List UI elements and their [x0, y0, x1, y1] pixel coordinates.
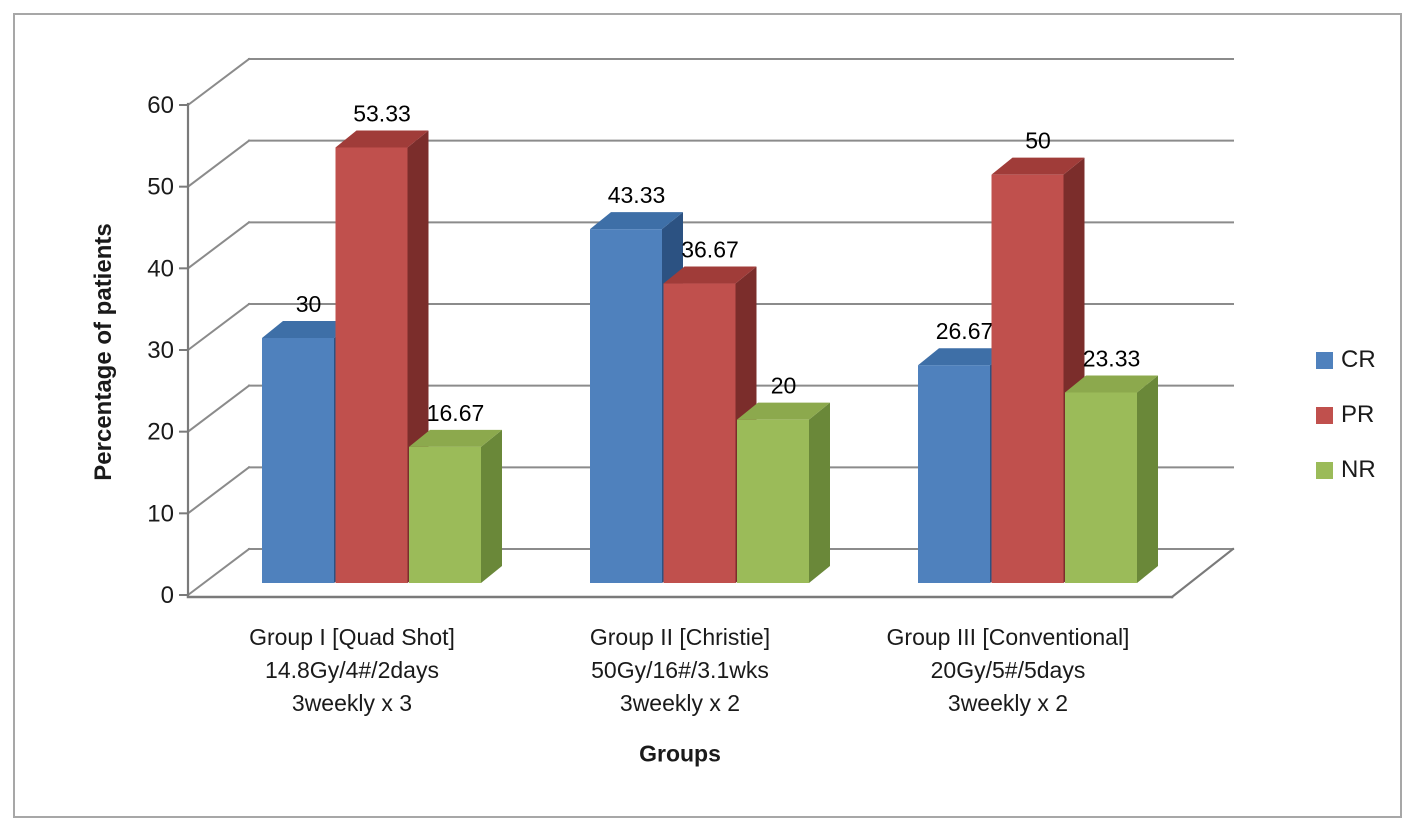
- bar-top-NR: [1065, 375, 1158, 393]
- bar-side-NR: [1137, 375, 1158, 583]
- x-category-label-line: 20Gy/5#/5days: [930, 657, 1086, 683]
- x-category-label: Group II [Christie] 50Gy/16#/3.1wks 3weekl…: [510, 621, 850, 720]
- bar-CR: [590, 229, 662, 583]
- y-tick-label: 30: [147, 337, 174, 364]
- bar-value-label: 30: [296, 291, 322, 317]
- gridline-diagonal: [186, 220, 251, 270]
- legend-swatch-icon: [1316, 461, 1333, 479]
- legend-swatch-icon: [1316, 351, 1333, 369]
- bar-top-NR: [737, 402, 830, 420]
- x-category-label: Group I [Quad Shot] 14.8Gy/4#/2days 3weekl…: [182, 621, 522, 720]
- y-tick-label: 50: [147, 174, 174, 201]
- bar-top-CR: [918, 348, 1011, 366]
- bar-top-CR: [262, 321, 355, 338]
- bar-value-label: 23.33: [1083, 345, 1141, 371]
- y-axis-title: Percentage of patients: [90, 223, 117, 481]
- gridline-diagonal: [186, 302, 251, 352]
- gridline-diagonal: [186, 139, 251, 189]
- bar-side-NR: [809, 402, 830, 583]
- x-category-label-line: 3weekly x 2: [947, 690, 1069, 716]
- bar-value-label: 36.67: [681, 237, 739, 263]
- bar-top-NR: [409, 429, 502, 447]
- gridline-diagonal: [186, 384, 251, 434]
- y-tick-label: 40: [147, 255, 174, 282]
- bar-value-label: 20: [771, 373, 797, 399]
- x-category-label-line: 50Gy/16#/3.1wks: [591, 657, 769, 683]
- bar-top-PR: [663, 266, 757, 284]
- legend-swatch-icon: [1316, 406, 1333, 424]
- bar-top-PR: [991, 157, 1085, 175]
- x-category-label-line: 3weekly x 3: [291, 690, 413, 716]
- bar-PR: [663, 283, 736, 583]
- legend-label: PR: [1341, 401, 1375, 428]
- chart-border: [13, 13, 1402, 818]
- x-category-label-line: Group III [Conventional]: [886, 624, 1130, 650]
- x-category-label-line: 3weekly x 2: [619, 690, 741, 716]
- bar-NR: [409, 446, 481, 583]
- bar-value-label: 50: [1025, 128, 1051, 154]
- bar-value-label: 26.67: [936, 318, 994, 344]
- bar-top-CR: [590, 212, 683, 230]
- bar-NR: [1065, 392, 1137, 583]
- legend-item-nr: NR: [1316, 456, 1376, 483]
- y-tick-label: 0: [161, 582, 174, 609]
- legend-item-pr: PR: [1316, 401, 1375, 428]
- bar-CR: [918, 365, 990, 583]
- gridline-diagonal: [186, 547, 251, 597]
- bar-value-label: 43.33: [608, 182, 666, 208]
- legend-item-cr: CR: [1316, 346, 1376, 373]
- bar-side-NR: [481, 429, 502, 583]
- bar-value-label: 53.33: [353, 100, 411, 126]
- bar-CR: [262, 338, 334, 583]
- floor-right-edge: [1170, 547, 1235, 599]
- bar-value-label: 16.67: [427, 400, 485, 426]
- y-tick-label: 20: [147, 419, 174, 446]
- legend-label: NR: [1341, 456, 1376, 483]
- bar-NR: [737, 419, 809, 583]
- legend-label: CR: [1341, 346, 1376, 373]
- x-category-label-line: Group I [Quad Shot]: [249, 624, 455, 650]
- y-tick-label: 60: [147, 92, 174, 119]
- x-category-label-line: 14.8Gy/4#/2days: [265, 657, 439, 683]
- x-axis-title: Groups: [639, 740, 721, 767]
- gridline-diagonal: [186, 57, 251, 107]
- bar-PR: [335, 147, 408, 583]
- x-category-label: Group III [Conventional] 20Gy/5#/5days 3we…: [838, 621, 1178, 720]
- x-category-label-line: Group II [Christie]: [589, 624, 771, 650]
- gridline-diagonal: [186, 465, 251, 515]
- bar-top-PR: [335, 130, 429, 148]
- y-tick-label: 10: [147, 500, 174, 527]
- bar-PR: [991, 174, 1064, 583]
